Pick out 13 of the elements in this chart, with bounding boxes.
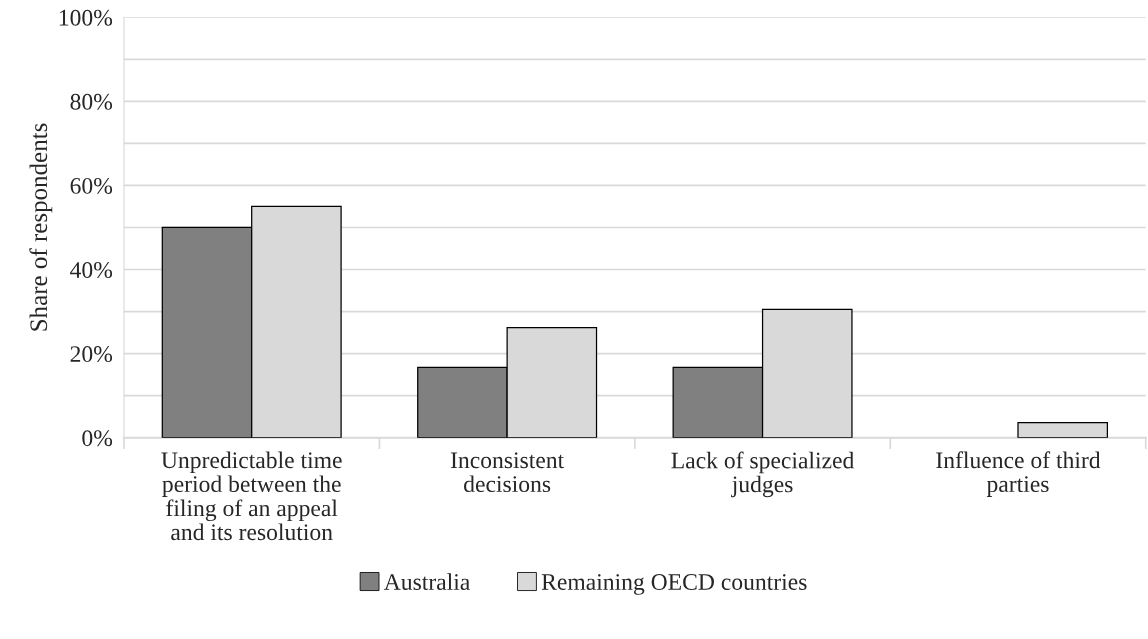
legend-label: Australia (383, 573, 470, 590)
y-tick-label: 60% (70, 177, 113, 194)
y-tick-label: 40% (70, 262, 113, 279)
y-tick-label: 20% (70, 346, 113, 363)
x-tick-label: Unpredictable time period between the filing of an appeal and its resolution (161, 451, 342, 541)
x-tick-label: Influence of third parties (936, 451, 1101, 497)
x-tick-label: Inconsistent decisions (450, 452, 565, 493)
y-tick-label: 80% (70, 93, 113, 110)
y-tick-label: 0% (82, 430, 113, 447)
x-tick-label: Lack of specialized judges (671, 451, 855, 498)
y-axis-title: Share of respondents (29, 123, 53, 331)
legend-label: Remaining OECD countries (541, 574, 807, 595)
y-tick-label: 100% (59, 9, 113, 26)
